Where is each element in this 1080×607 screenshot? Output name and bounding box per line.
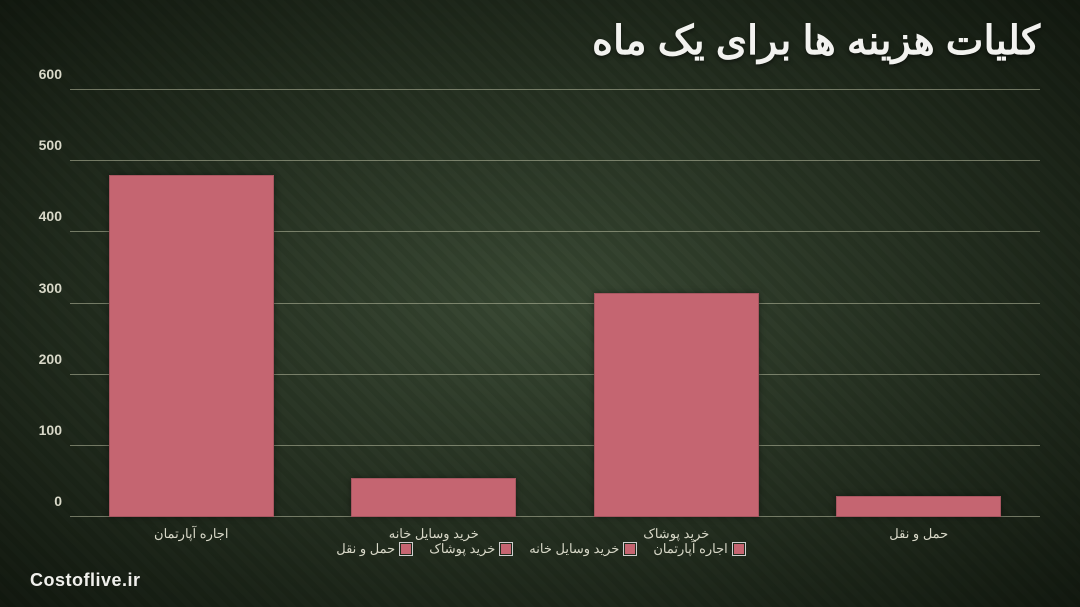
plot-area: 0100200300400500600اجاره آپارتمانخرید وس… xyxy=(70,90,1040,517)
y-tick-label: 200 xyxy=(20,351,62,367)
x-tick-label: اجاره آپارتمان xyxy=(154,526,228,542)
x-tick-label: حمل و نقل xyxy=(889,526,948,542)
legend-label: خرید وسایل خانه xyxy=(529,541,619,557)
y-tick-label: 600 xyxy=(20,66,62,82)
legend-label: حمل و نقل xyxy=(336,541,395,557)
footer-source: Costoflive.ir xyxy=(30,570,141,591)
x-tick-label: خرید وسایل خانه xyxy=(389,526,479,542)
bar xyxy=(836,496,1001,517)
legend-item: اجاره آپارتمان xyxy=(653,541,743,557)
y-tick-label: 300 xyxy=(20,280,62,296)
legend-item: خرید وسایل خانه xyxy=(529,541,635,557)
chart-title: کلیات هزینه ها برای یک ماه xyxy=(592,18,1040,64)
legend-swatch xyxy=(501,544,511,554)
gridline xyxy=(70,160,1040,161)
y-tick-label: 400 xyxy=(20,208,62,224)
bar xyxy=(351,478,516,517)
chart-area: 0100200300400500600اجاره آپارتمانخرید وس… xyxy=(70,90,1040,517)
legend-item: خرید پوشاک xyxy=(429,541,511,557)
y-tick-label: 500 xyxy=(20,137,62,153)
y-tick-label: 100 xyxy=(20,422,62,438)
legend-swatch xyxy=(734,544,744,554)
x-tick-label: خرید پوشاک xyxy=(643,526,709,542)
bar xyxy=(594,293,759,517)
legend-swatch xyxy=(625,544,635,554)
legend: اجاره آپارتمان خرید وسایل خانه خرید پوشاک ح… xyxy=(0,541,1080,557)
y-tick-label: 0 xyxy=(20,493,62,509)
gridline xyxy=(70,89,1040,90)
legend-swatch xyxy=(401,544,411,554)
legend-item: حمل و نقل xyxy=(336,541,411,557)
legend-label: اجاره آپارتمان xyxy=(653,541,727,557)
legend-label: خرید پوشاک xyxy=(429,541,495,557)
bar xyxy=(109,175,274,517)
